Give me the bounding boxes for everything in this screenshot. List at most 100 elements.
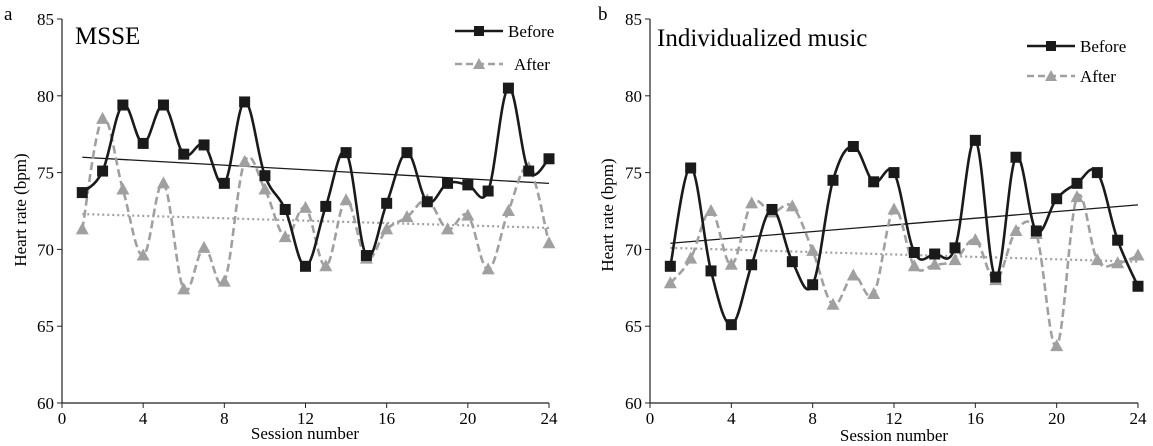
y-tick-label: 60 <box>37 394 54 413</box>
data-point-before <box>1030 225 1042 237</box>
legend-after-label: After <box>1080 67 1116 86</box>
x-tick-label: 8 <box>220 409 229 428</box>
data-point-after <box>724 257 738 270</box>
series-line-before <box>81 86 550 268</box>
data-point-before <box>502 82 514 94</box>
data-point-after <box>339 193 353 206</box>
panel-a: a MSSE Session number Heart rate (bpm) 6… <box>4 4 558 443</box>
data-point-after <box>96 111 110 124</box>
x-tick-label: 4 <box>139 409 148 428</box>
data-point-after <box>380 222 394 235</box>
legend-before-marker <box>474 26 484 36</box>
data-point-before <box>1051 193 1063 205</box>
data-point-after <box>217 274 231 287</box>
data-point-before <box>360 250 372 262</box>
data-point-before <box>462 179 474 191</box>
y-tick-label: 80 <box>37 87 54 106</box>
data-point-before <box>1132 280 1144 292</box>
data-point-before <box>421 196 433 208</box>
x-axis-label-b: Session number <box>840 426 948 445</box>
data-point-before <box>725 319 737 331</box>
plot-area-a: 60 65 70 75 80 85 0 4 8 12 16 20 24 <box>37 10 558 428</box>
data-point-after <box>156 176 170 189</box>
data-point-before <box>969 134 981 146</box>
data-point-before <box>1112 234 1124 246</box>
data-point-before <box>949 242 961 254</box>
data-point-before <box>259 170 271 182</box>
x-axis-label-a: Session number <box>251 424 359 443</box>
trendline-before <box>670 204 1139 244</box>
data-point-after <box>1111 256 1125 269</box>
data-point-before <box>482 185 494 197</box>
data-point-after <box>136 248 150 261</box>
data-point-after <box>887 202 901 215</box>
y-tick-label: 75 <box>625 164 642 183</box>
data-point-after <box>481 262 495 275</box>
panel-letter-b: b <box>598 4 608 25</box>
data-point-before <box>1010 151 1022 163</box>
x-tick-label: 12 <box>297 409 314 428</box>
data-point-after <box>238 154 252 167</box>
data-point-after <box>846 268 860 281</box>
data-point-before <box>218 177 230 189</box>
data-point-after <box>1070 190 1084 203</box>
data-point-after <box>1050 339 1064 352</box>
legend-b: Before After <box>1027 37 1126 86</box>
y-tick-label: 65 <box>37 317 54 336</box>
data-point-after <box>867 286 881 299</box>
legend-after-marker <box>473 58 485 69</box>
data-point-before <box>786 256 798 268</box>
data-point-before <box>766 203 778 215</box>
data-point-after <box>501 204 515 216</box>
data-point-before <box>746 259 758 271</box>
x-tick-label: 0 <box>58 409 67 428</box>
data-point-before <box>97 165 109 177</box>
data-point-after <box>75 222 89 235</box>
y-tick-label: 75 <box>37 164 54 183</box>
data-point-after <box>948 253 962 266</box>
data-point-before <box>1091 167 1103 179</box>
data-point-after <box>299 200 312 213</box>
data-point-before <box>198 139 210 151</box>
y-tick-label: 85 <box>625 10 642 29</box>
panel-letter-a: a <box>4 4 13 25</box>
data-point-after <box>542 236 556 249</box>
data-point-before <box>279 203 291 215</box>
y-tick-label: 70 <box>37 240 54 259</box>
data-point-after <box>806 243 820 256</box>
data-point-before <box>685 162 697 174</box>
trendline-before <box>82 156 550 185</box>
y-tick-label: 85 <box>37 10 54 29</box>
data-point-before <box>239 96 251 108</box>
data-point-before <box>178 148 190 160</box>
data-point-after <box>258 182 272 195</box>
data-point-after <box>928 257 942 270</box>
plot-area-b: 60 65 70 75 80 85 0 4 8 12 16 20 24 <box>625 10 1147 428</box>
data-point-after <box>197 240 211 253</box>
y-tick-label: 65 <box>625 317 642 336</box>
data-point-before <box>827 174 839 186</box>
y-tick-label: 60 <box>625 394 642 413</box>
x-tick-label: 20 <box>1048 409 1065 428</box>
series-line-before <box>669 139 1140 326</box>
data-point-after <box>319 259 333 272</box>
x-tick-label: 24 <box>541 409 559 428</box>
legend-after-label: After <box>514 55 550 74</box>
data-point-before <box>807 279 819 291</box>
legend-after-marker <box>1045 70 1057 81</box>
data-point-before <box>137 137 149 149</box>
data-point-after <box>907 259 921 272</box>
data-point-after <box>745 196 759 209</box>
x-tick-label: 8 <box>808 409 817 428</box>
legend-before-marker <box>1046 41 1056 51</box>
x-tick-label: 20 <box>459 409 476 428</box>
data-point-before <box>320 200 332 212</box>
data-point-after <box>177 282 191 295</box>
x-tick-label: 24 <box>1130 409 1148 428</box>
data-point-after <box>704 204 718 216</box>
data-point-before <box>523 165 535 177</box>
data-point-before <box>1071 177 1083 189</box>
data-point-after <box>400 210 414 223</box>
y-tick-label: 70 <box>625 240 642 259</box>
